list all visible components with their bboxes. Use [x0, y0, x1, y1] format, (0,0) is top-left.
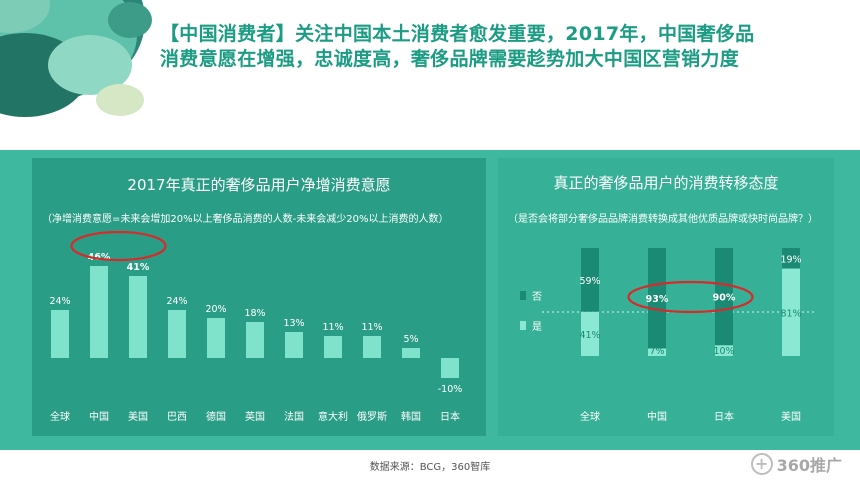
- data-source-text: 数据来源：BCG，360智库: [369, 462, 491, 473]
- category-label: 日本: [714, 410, 734, 423]
- segment-yes-全球: [581, 311, 599, 356]
- category-label: 全球: [580, 410, 600, 423]
- highlight-ellipse: [70, 230, 167, 262]
- bar-中国: [90, 266, 108, 358]
- brand-logo: + 360推广: [750, 452, 842, 476]
- category-label: 中国: [647, 410, 667, 423]
- segment-no-中国: [648, 248, 666, 349]
- bar-日本: [441, 358, 459, 378]
- segment-yes-美国: [782, 268, 800, 356]
- bar-value-label: 41%: [127, 262, 150, 273]
- bar-俄罗斯: [363, 336, 381, 358]
- segment-no-label: 93%: [646, 294, 669, 305]
- category-label: 法国: [284, 410, 304, 423]
- bar-全球: [51, 310, 69, 358]
- bar-德国: [207, 318, 225, 358]
- segment-no-日本: [715, 248, 733, 346]
- segment-yes-中国: [648, 348, 666, 356]
- bar-value-label: 18%: [244, 308, 265, 319]
- segment-no-全球: [581, 248, 599, 312]
- category-label: 韩国: [401, 410, 421, 423]
- highlight-ellipse: [627, 280, 754, 314]
- legend-swatch-no: [520, 291, 526, 300]
- header-area: 【中国消费者】关注中国本土消费者愈发重要，2017年，中国奢侈品 消费意愿在增强…: [0, 0, 860, 150]
- page-headline: 【中国消费者】关注中国本土消费者愈发重要，2017年，中国奢侈品 消费意愿在增强…: [160, 22, 840, 72]
- category-label: 意大利: [318, 410, 348, 423]
- left-chart-title: 2017年真正的奢侈品用户净增消费意愿: [127, 176, 391, 194]
- right-chart-title: 真正的奢侈品用户的消费转移态度: [553, 174, 779, 192]
- bar-value-label: 46%: [88, 252, 111, 263]
- bar-value-label: 11%: [322, 322, 343, 333]
- category-label: 巴西: [167, 411, 187, 423]
- category-label: 美国: [128, 410, 148, 423]
- plus-circle-icon: +: [750, 453, 773, 475]
- legend-label-no: 否: [532, 291, 542, 303]
- right-chart-note: （是否会将部分奢侈品品牌消费转换成其他优质品牌或快时尚品牌？）: [508, 214, 818, 225]
- brand-name: 360推广: [776, 456, 842, 475]
- segment-yes-label: 10%: [713, 346, 734, 357]
- legend-swatch-yes: [520, 321, 526, 330]
- bar-法国: [285, 332, 303, 358]
- segment-yes-label: 81%: [780, 308, 801, 319]
- category-label: 英国: [245, 410, 265, 423]
- category-label: 中国: [89, 410, 109, 423]
- bar-value-label: -10%: [438, 384, 463, 395]
- segment-no-美国: [782, 248, 800, 269]
- category-label: 全球: [50, 410, 70, 423]
- net-consumption-bar-chart: 24% 全球 46% 中国 41% 美国 24% 巴西 20% 德国 18% 英国 13% 法国 11% 意大…: [49, 230, 463, 423]
- decorative-texture-image: [0, 0, 152, 117]
- segment-yes-日本: [715, 345, 733, 356]
- bar-value-label: 24%: [49, 296, 70, 307]
- bar-value-label: 24%: [166, 296, 187, 307]
- legend-label-yes: 是: [532, 321, 542, 333]
- bar-value-label: 5%: [403, 334, 418, 345]
- category-label: 美国: [781, 410, 801, 423]
- consumption-shift-stacked-chart: 否是 59% 41% 全球 93% 7% 中国 90% 10% 日本 19% 81% 美国: [520, 248, 816, 423]
- bar-value-label: 11%: [361, 322, 382, 333]
- bar-英国: [246, 322, 264, 358]
- bar-value-label: 13%: [283, 318, 304, 329]
- segment-no-label: 19%: [780, 254, 801, 265]
- bar-韩国: [402, 348, 420, 358]
- segment-yes-label: 7%: [649, 346, 664, 357]
- bar-value-label: 20%: [205, 304, 226, 315]
- segment-no-label: 90%: [713, 293, 736, 304]
- left-chart-panel: 2017年真正的奢侈品用户净增消费意愿 （净增消费意愿=未来会增加20%以上奢侈…: [32, 158, 486, 436]
- segment-yes-label: 41%: [579, 330, 600, 341]
- bar-美国: [129, 276, 147, 358]
- category-label: 日本: [440, 410, 460, 423]
- headline-line-2: 消费意愿在增强，忠诚度高，奢侈品牌需要趁势加大中国区营销力度: [160, 48, 740, 70]
- right-chart-panel: 真正的奢侈品用户的消费转移态度 （是否会将部分奢侈品品牌消费转换成其他优质品牌或…: [498, 158, 834, 436]
- category-label: 德国: [206, 410, 226, 423]
- left-chart-note: （净增消费意愿=未来会增加20%以上奢侈品消费的人数-未来会减少20%以上消费的…: [42, 214, 449, 225]
- headline-line-1: 【中国消费者】关注中国本土消费者愈发重要，2017年，中国奢侈品: [160, 23, 755, 45]
- bar-意大利: [324, 336, 342, 358]
- category-label: 俄罗斯: [357, 410, 387, 423]
- segment-no-label: 59%: [579, 276, 600, 287]
- bar-巴西: [168, 310, 186, 358]
